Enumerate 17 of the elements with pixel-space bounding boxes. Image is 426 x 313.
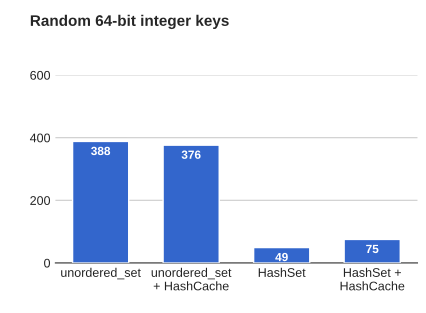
x-tick-label: unordered_set + HashCache xyxy=(152,268,232,290)
x-tick-label: unordered_set xyxy=(61,268,141,280)
chart-title: Random 64-bit integer keys xyxy=(30,14,229,30)
x-tick-label: HashSet + HashCache xyxy=(340,268,404,290)
data-label: 376 xyxy=(182,150,201,159)
bar xyxy=(72,140,130,263)
data-label: 75 xyxy=(366,244,378,254)
bar xyxy=(252,246,310,263)
y-tick-label: 0 xyxy=(44,258,50,268)
y-tick-label: 400 xyxy=(30,134,50,142)
data-label: 388 xyxy=(91,146,110,156)
bar xyxy=(162,144,220,263)
y-tick-label: 200 xyxy=(30,196,50,205)
x-tick-label: HashSet xyxy=(258,268,306,277)
y-tick-label: 600 xyxy=(30,70,50,80)
bar xyxy=(343,238,401,263)
data-label: 49 xyxy=(275,252,288,262)
